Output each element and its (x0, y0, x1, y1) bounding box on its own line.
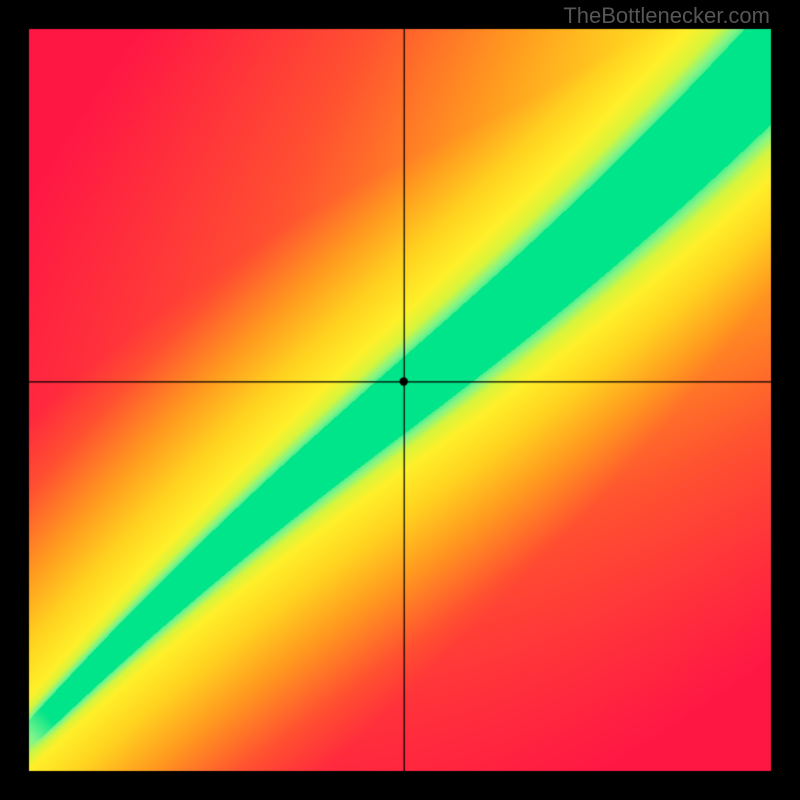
chart-container: TheBottlenecker.com (0, 0, 800, 800)
bottleneck-heatmap (0, 0, 800, 800)
watermark-text: TheBottlenecker.com (563, 3, 770, 29)
